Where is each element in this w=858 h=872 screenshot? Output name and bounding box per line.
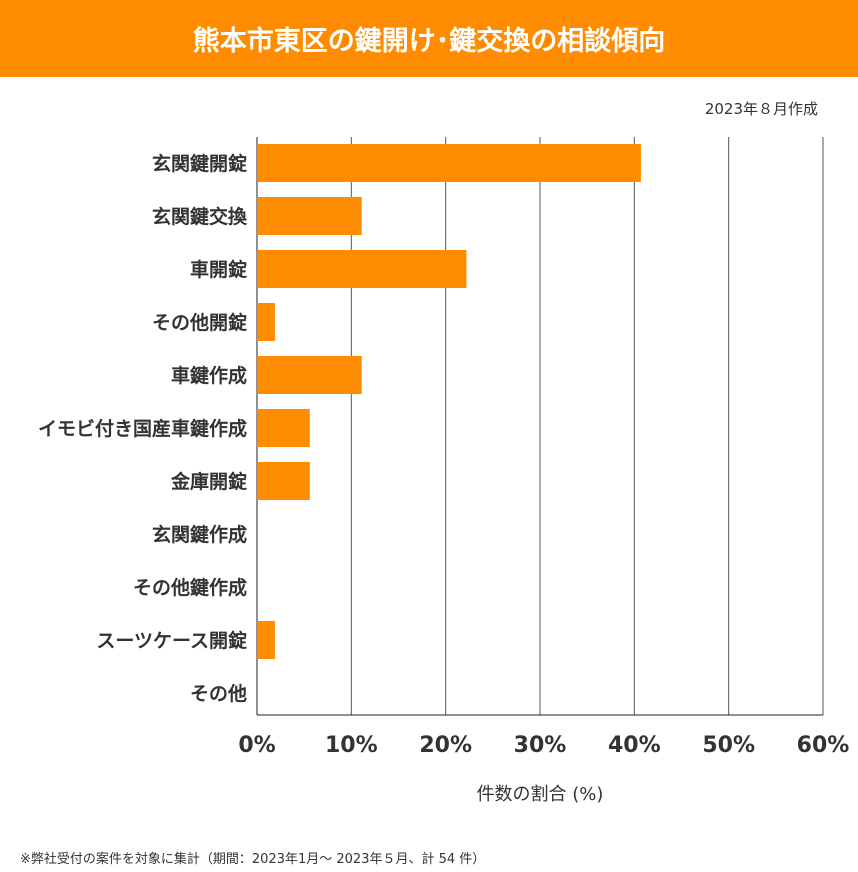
x-tick-label: 60%	[797, 733, 850, 758]
category-label: 玄関鍵開錠	[152, 152, 247, 175]
category-label: その他	[190, 682, 247, 705]
bar	[257, 144, 641, 182]
bar	[257, 197, 362, 235]
bar	[257, 462, 310, 500]
category-label: 車鍵作成	[171, 364, 247, 387]
x-tick-label: 40%	[608, 733, 661, 758]
bar	[257, 409, 310, 447]
category-label: 玄関鍵交換	[152, 205, 248, 228]
x-tick-label: 10%	[325, 733, 378, 758]
x-tick-label: 0%	[238, 733, 275, 758]
x-axis-label: 件数の割合 (%)	[476, 784, 604, 805]
category-label: スーツケース開錠	[96, 629, 247, 652]
category-label: その他鍵作成	[133, 576, 247, 599]
x-tick-label: 50%	[702, 733, 755, 758]
bar	[257, 303, 275, 341]
category-label: 玄関鍵作成	[152, 523, 247, 546]
footnote: ※弊社受付の案件を対象に集計（期間：2023年1月～ 2023年５月、計 54 …	[20, 852, 486, 867]
category-label: 金庫開錠	[170, 470, 247, 493]
category-label: イモビ付き国産車鍵作成	[38, 417, 247, 440]
bar	[257, 621, 275, 659]
category-label: その他開錠	[152, 311, 247, 334]
category-label: 車開錠	[190, 258, 247, 281]
bar	[257, 356, 362, 394]
x-tick-label: 30%	[514, 733, 567, 758]
x-tick-label: 20%	[419, 733, 472, 758]
chart-subtitle: 2023年８月作成	[704, 100, 818, 118]
bar	[257, 250, 467, 288]
chart-title: 熊本市東区の鍵開け･鍵交換の相談傾向	[0, 0, 858, 77]
